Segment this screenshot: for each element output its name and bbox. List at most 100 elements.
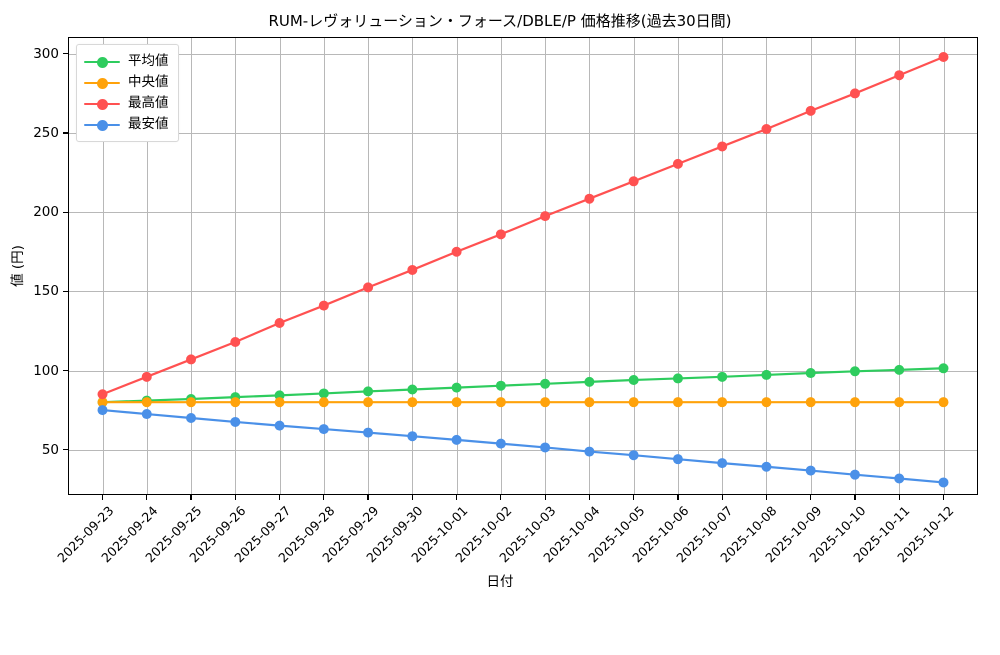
data-point: [894, 473, 905, 484]
data-point: [938, 363, 949, 374]
gridline-horizontal: [69, 449, 977, 451]
data-point: [717, 397, 728, 408]
y-tick-mark: [63, 449, 68, 451]
legend-item-1[interactable]: 平均値: [84, 51, 169, 72]
data-point: [628, 397, 639, 408]
y-tick-label: 300: [33, 45, 59, 62]
data-point: [584, 193, 595, 204]
gridline-vertical: [146, 38, 148, 494]
data-point: [628, 375, 639, 385]
data-point: [584, 397, 595, 408]
gridline-vertical: [279, 38, 281, 494]
legend-marker-icon: [97, 56, 108, 68]
data-point: [318, 397, 329, 408]
data-point: [672, 397, 683, 408]
data-point: [186, 397, 197, 408]
data-point: [540, 211, 551, 222]
data-point: [938, 52, 949, 62]
legend-item-2[interactable]: 中央値: [84, 72, 169, 93]
gridline-vertical: [545, 38, 547, 494]
x-tick-mark: [278, 495, 281, 500]
y-tick-label: 100: [33, 362, 59, 379]
legend-marker-icon: [97, 98, 108, 110]
chart-title: RUM-レヴォリューション・フォース/DBLE/P 価格推移(過去30日間): [268, 12, 732, 30]
x-tick-mark: [323, 495, 325, 500]
gridline-vertical: [102, 38, 104, 494]
y-tick-mark: [63, 290, 68, 292]
data-point: [407, 264, 418, 275]
data-point: [451, 397, 462, 408]
legend-swatch: [84, 76, 120, 90]
data-point: [451, 382, 462, 393]
data-point: [584, 376, 595, 387]
series-1: [97, 363, 949, 408]
data-point: [849, 397, 860, 408]
series-layer: [97, 52, 949, 488]
legend-item-4[interactable]: 最安値: [84, 114, 169, 135]
gridline-vertical: [633, 38, 635, 494]
x-tick-mark: [234, 495, 236, 500]
data-point: [495, 438, 506, 449]
data-point: [540, 397, 551, 408]
data-point: [451, 246, 462, 257]
data-point: [805, 105, 816, 116]
data-point: [672, 454, 683, 465]
legend-label: 最高値: [128, 94, 169, 111]
data-point: [849, 88, 860, 99]
y-tick-mark: [63, 132, 68, 134]
legend-label: 平均値: [128, 52, 169, 69]
x-tick-mark: [588, 495, 590, 500]
legend-item-3[interactable]: 最高値: [84, 93, 169, 114]
data-point: [849, 366, 860, 377]
legend-marker-icon: [97, 119, 108, 131]
data-point: [540, 442, 551, 453]
data-point: [318, 300, 329, 311]
x-tick-mark: [854, 495, 856, 500]
chart-legend: 平均値中央値 最高値最安値: [76, 44, 179, 142]
y-tick-label: 200: [33, 204, 59, 221]
gridline-horizontal: [69, 291, 977, 293]
gridline-vertical: [855, 38, 856, 494]
series-line: [101, 408, 945, 484]
data-point: [186, 413, 197, 423]
legend-label: 最安値: [128, 115, 169, 132]
gridline-vertical: [943, 38, 945, 494]
data-point: [318, 424, 329, 435]
data-point: [894, 70, 905, 81]
series-line: [101, 55, 945, 396]
plot-area: [68, 37, 978, 495]
x-tick-mark: [810, 495, 812, 500]
data-point: [274, 420, 285, 431]
gridline-vertical: [810, 38, 812, 494]
data-point: [805, 465, 816, 476]
data-point: [938, 477, 949, 488]
x-tick-mark: [411, 495, 413, 500]
x-tick-mark: [898, 495, 900, 500]
data-point: [717, 141, 728, 152]
data-point: [274, 397, 285, 408]
data-point: [230, 397, 241, 408]
data-point: [363, 386, 374, 397]
gridline-horizontal: [69, 370, 977, 372]
data-point: [495, 229, 506, 240]
data-point: [540, 378, 551, 389]
data-point: [141, 409, 152, 420]
data-point: [186, 354, 197, 365]
data-point: [849, 469, 860, 480]
data-point: [584, 446, 595, 457]
y-tick-label: 250: [33, 125, 59, 141]
data-point: [97, 405, 108, 416]
data-point: [628, 450, 639, 461]
gridline-vertical: [323, 38, 325, 494]
data-point: [363, 397, 374, 408]
gridline-horizontal: [69, 212, 977, 214]
data-point: [407, 397, 418, 408]
data-point: [141, 397, 152, 408]
gridline-vertical: [722, 38, 724, 494]
legend-marker-icon: [97, 77, 108, 89]
data-point: [407, 384, 418, 395]
data-point: [805, 368, 816, 379]
x-tick-mark: [456, 495, 458, 500]
data-point: [717, 371, 728, 382]
gridline-vertical: [899, 38, 901, 494]
